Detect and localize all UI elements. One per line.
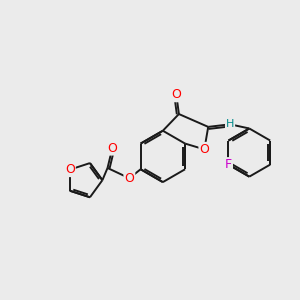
Text: O: O bbox=[200, 143, 209, 156]
Text: F: F bbox=[225, 158, 232, 171]
Text: O: O bbox=[171, 88, 181, 101]
Text: O: O bbox=[107, 142, 117, 154]
Text: O: O bbox=[65, 163, 75, 176]
Text: H: H bbox=[226, 119, 234, 129]
Text: O: O bbox=[124, 172, 134, 185]
